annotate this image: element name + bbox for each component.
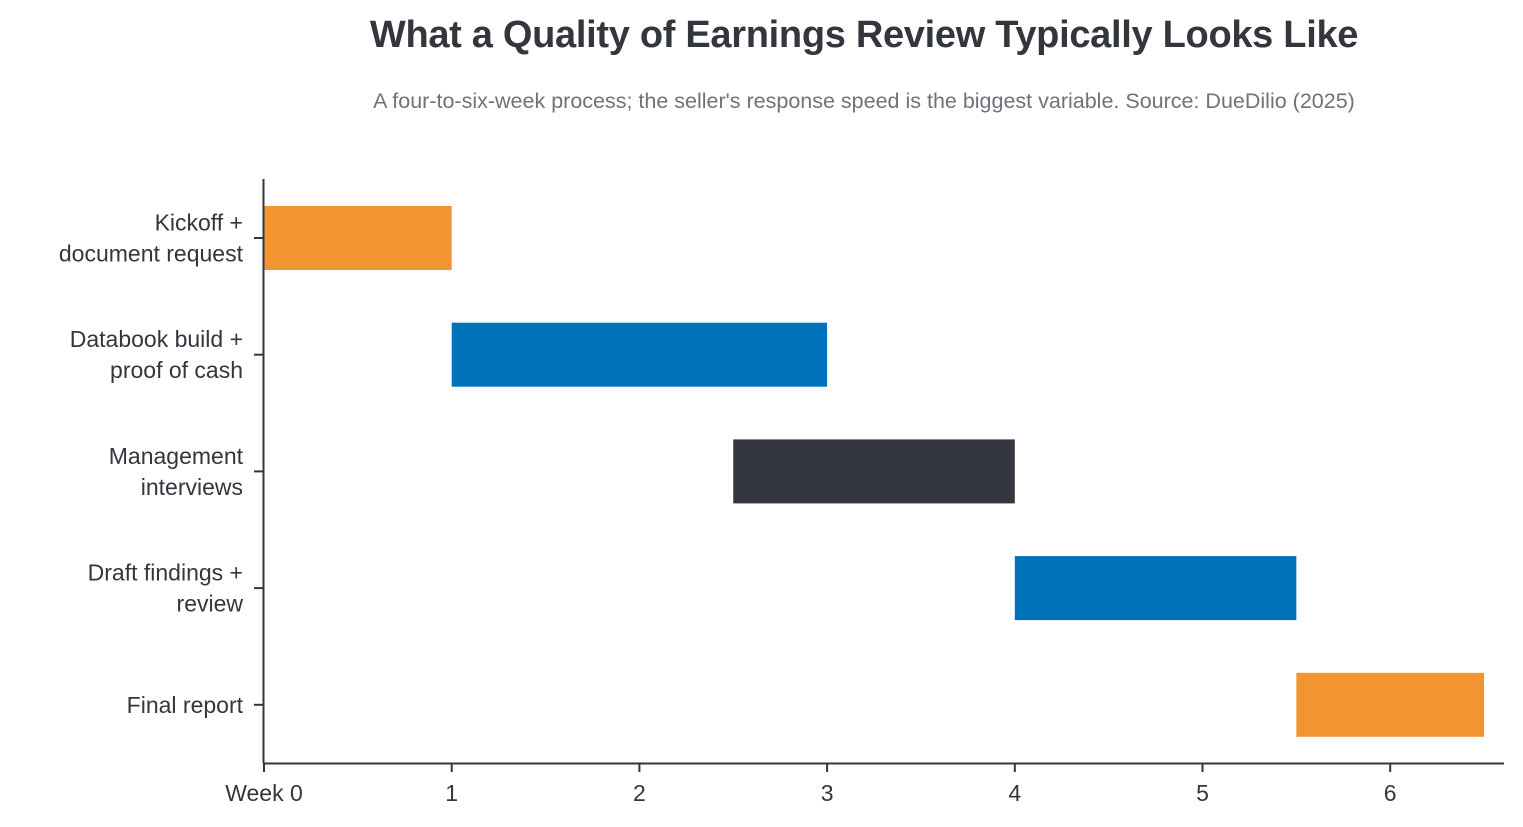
task-bar-1 <box>264 206 452 270</box>
task-label-1-line-1: Kickoff + <box>155 210 243 236</box>
x-tick-label-4: 4 <box>1008 780 1021 806</box>
task-bar-3 <box>733 439 1015 504</box>
x-tick-label-6: 6 <box>1384 780 1397 806</box>
ticks-layer <box>254 237 1392 772</box>
x-tick-label-3: 3 <box>821 780 834 806</box>
x-tick-label-0: Week 0 <box>225 780 303 806</box>
bars-layer <box>264 206 1485 737</box>
labels-layer: Kickoff + document request Databook build … <box>59 210 1397 807</box>
task-label-2-line-2: proof of cash <box>110 357 243 383</box>
task-label-3-line-1: Management <box>109 443 244 469</box>
x-tick-label-5: 5 <box>1196 780 1209 806</box>
task-label-2-line-1: Databook build + <box>70 326 243 352</box>
x-tick-label-1: 1 <box>445 780 458 806</box>
task-bar-2 <box>451 322 828 387</box>
task-label-4-line-1: Draft findings + <box>88 560 243 586</box>
task-label-4-line-2: review <box>177 591 244 617</box>
axes-layer <box>262 179 1504 765</box>
task-label-1-line-2: document request <box>59 241 244 267</box>
task-label-3-line-2: interviews <box>141 474 243 500</box>
task-bar-5 <box>1296 672 1485 737</box>
task-label-5-line-1: Final report <box>127 692 244 718</box>
chart-subtitle: A four-to-six-week process; the seller's… <box>373 89 1355 113</box>
x-tick-label-2: 2 <box>633 780 646 806</box>
chart-title: What a Quality of Earnings Review Typica… <box>369 14 1359 56</box>
task-bar-4 <box>1014 556 1297 621</box>
